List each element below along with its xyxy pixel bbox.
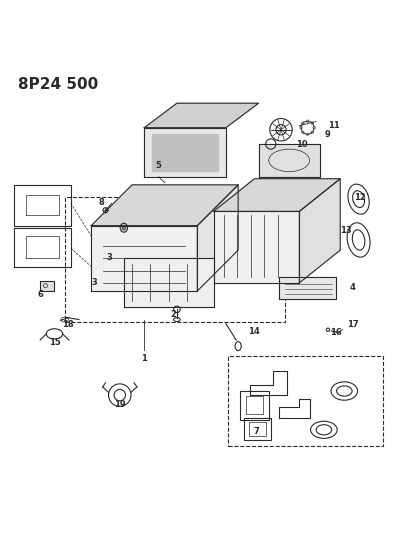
Text: 10: 10: [296, 140, 307, 149]
Text: 2: 2: [170, 310, 176, 319]
Polygon shape: [299, 179, 340, 283]
Polygon shape: [259, 144, 320, 177]
Text: 14: 14: [248, 327, 259, 336]
Bar: [228, 356, 383, 446]
Text: 7: 7: [254, 427, 259, 437]
Polygon shape: [279, 277, 336, 299]
Text: 8: 8: [99, 198, 104, 206]
Text: 17: 17: [347, 320, 359, 329]
Polygon shape: [144, 103, 259, 128]
Polygon shape: [124, 259, 214, 308]
Bar: [240, 391, 269, 419]
Text: 19: 19: [114, 400, 126, 409]
Text: 3: 3: [92, 278, 97, 287]
Text: 12: 12: [354, 193, 366, 203]
Text: 4: 4: [349, 283, 356, 292]
Text: 18: 18: [62, 320, 73, 329]
Text: 16: 16: [330, 328, 342, 337]
Polygon shape: [91, 225, 197, 291]
Text: 11: 11: [328, 121, 340, 130]
Polygon shape: [197, 185, 238, 291]
Text: 15: 15: [48, 337, 60, 346]
Text: 8P24 500: 8P24 500: [18, 77, 98, 92]
Bar: [244, 417, 271, 440]
Bar: [40, 281, 55, 291]
Polygon shape: [91, 185, 238, 225]
Text: 3: 3: [107, 253, 113, 262]
Bar: [249, 422, 266, 436]
Polygon shape: [214, 212, 299, 283]
Ellipse shape: [122, 225, 125, 230]
Text: 1: 1: [141, 354, 147, 363]
Polygon shape: [144, 128, 226, 177]
Text: 5: 5: [156, 161, 162, 170]
Text: 6: 6: [37, 290, 43, 299]
Text: 9: 9: [325, 130, 331, 139]
Text: 13: 13: [341, 226, 352, 235]
Polygon shape: [214, 179, 340, 212]
Polygon shape: [152, 134, 218, 171]
Bar: [65, 197, 285, 321]
Ellipse shape: [120, 223, 127, 232]
Bar: [245, 397, 263, 414]
